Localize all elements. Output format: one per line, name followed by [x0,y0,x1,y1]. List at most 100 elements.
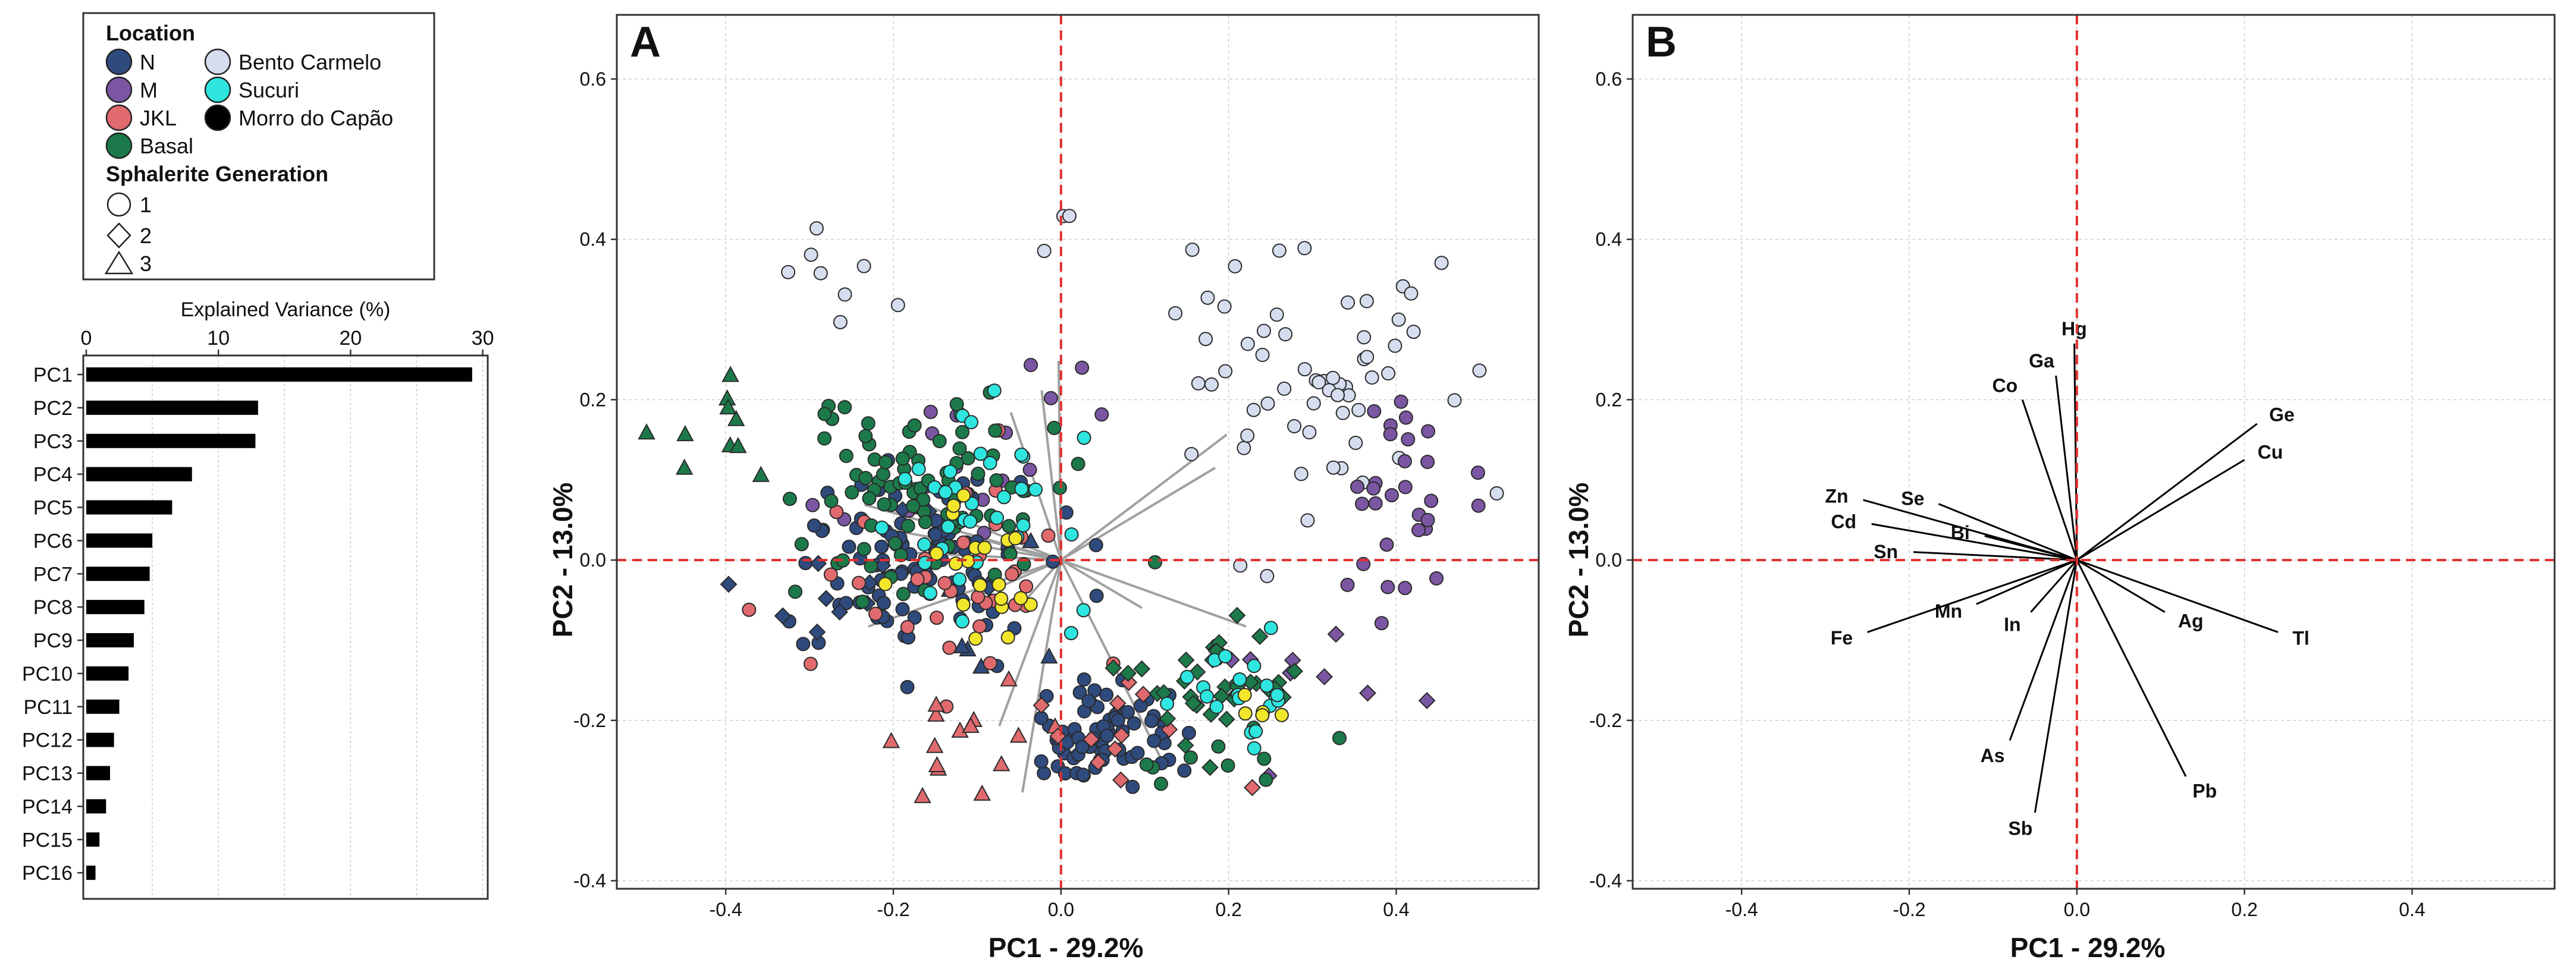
point-n-gen1 [798,556,813,571]
loading-label-ge: Ge [2269,404,2295,426]
point-jkl-gen3 [914,786,931,803]
bar-category-label: PC9 [33,630,73,652]
point-bento-carmelo-gen1 [1062,209,1077,224]
loading-label-tl: Tl [2292,628,2309,649]
point-n-gen1 [907,610,922,625]
point-n-gen3 [953,637,971,653]
point-jkl-gen3 [993,755,1011,772]
point-m-gen1 [1420,512,1435,527]
point-m-gen1 [1394,394,1408,409]
point-basal-gen2 [1159,710,1176,728]
point-bento-carmelo-gen1 [1272,243,1287,258]
x-tick-label: 0.4 [2399,899,2425,920]
panel-a-ylabel: PC2 - 13.0% [547,483,578,638]
point-morro-do-cap-o-gen1 [1255,708,1270,723]
y-tick-label: 0.6 [580,68,606,90]
bar-pc4 [86,467,192,482]
loading-vector-cu [2076,459,2245,561]
point-bento-carmelo-gen1 [1277,381,1292,396]
point-sucuri-gen1 [963,514,978,529]
point-jkl-gen1 [1019,579,1034,594]
x-tick-label: 0.4 [1383,899,1409,920]
point-basal-gen1 [876,467,891,482]
x-tick-label: 0.2 [1215,899,1241,920]
point-n-gen1 [895,602,910,616]
point-sucuri-gen1 [1160,696,1175,711]
point-jkl-gen2 [1109,694,1127,712]
point-n-gen1 [1037,766,1052,781]
point-bento-carmelo-gen1 [1217,299,1232,314]
point-basal-gen1 [916,492,931,507]
point-bento-carmelo-gen1 [1184,446,1199,461]
point-bento-carmelo-gen1 [1037,244,1052,259]
point-basal-gen1 [971,467,986,482]
point-n-gen2 [874,556,892,574]
bar-category-label: PC8 [33,596,73,619]
point-m-gen1 [1379,537,1394,552]
point-basal-gen3 [727,410,745,426]
legend-item-n: N [105,48,155,75]
bar-x-tick-label: 0 [81,327,92,350]
point-basal-gen1 [858,471,873,486]
point-basal-gen1 [877,497,892,512]
point-sucuri-gen1 [1028,482,1043,497]
point-bento-carmelo-gen1 [1434,256,1449,270]
loading-label-as: As [1980,745,2004,766]
point-n-gen2 [809,555,827,572]
point-m-gen1 [1043,391,1058,405]
bar-category-label: PC7 [33,563,73,586]
point-jkl-gen2 [1033,696,1050,714]
point-morro-do-cap-o-gen1 [968,631,983,646]
point-m-gen1 [1367,404,1382,419]
point-morro-do-cap-o-gen1 [1023,597,1038,612]
loading-label-ga: Ga [2029,350,2054,372]
point-basal-gen3 [676,425,694,442]
point-n-gen1 [1081,694,1096,709]
point-n-gen1 [1181,725,1196,740]
panel-b-xlabel: PC1 - 29.2% [2010,932,2166,963]
point-jkl-gen3 [962,716,980,733]
point-sucuri-gen1 [1232,672,1247,687]
legend-label-gen-2: 2 [140,224,152,248]
point-basal-gen1 [1071,457,1085,471]
point-basal-gen2 [1119,665,1137,682]
point-bento-carmelo-gen1 [1168,306,1183,321]
point-m-gen1 [1368,496,1383,511]
point-basal-gen1 [1332,731,1347,745]
point-bento-carmelo-gen1 [1198,332,1213,347]
bar-pc1 [86,367,472,382]
panel-label-b: B [1646,18,1677,66]
point-morro-do-cap-o-gen1 [1008,531,1023,546]
point-jkl-gen3 [927,705,945,722]
loading-label-sb: Sb [2008,818,2032,839]
point-basal-gen1 [988,423,1003,438]
point-basal-gen1 [907,418,922,433]
point-basal-gen1 [893,548,908,562]
bar-chart-title: Explained Variance (%) [181,298,391,321]
point-bento-carmelo-gen1 [1204,377,1219,392]
point-n-gen1 [876,596,891,611]
x-tick-label: -0.2 [1893,899,1925,920]
legend-item-basal: Basal [105,132,193,159]
loading-vector-as [998,559,1062,726]
point-n-gen1 [1130,745,1145,760]
point-n-gen1 [1133,699,1148,713]
legend-frame [82,12,435,281]
point-sucuri-gen1 [996,490,1011,505]
point-sucuri-gen1 [923,586,937,600]
y-tick-label: 0.4 [1596,229,1622,250]
point-jkl-gen1 [823,567,838,582]
point-sucuri-gen1 [917,556,932,571]
point-jkl-gen2 [1134,685,1152,703]
point-morro-do-cap-o-gen1 [1238,706,1253,721]
loading-vector-bi [975,536,1062,561]
point-basal-gen3 [752,465,770,482]
loading-label-pb: Pb [2192,781,2217,802]
point-bento-carmelo-gen1 [890,298,905,313]
point-m-gen1 [1398,410,1413,425]
point-morro-do-cap-o-gen1 [1014,591,1028,606]
point-bento-carmelo-gen1 [1360,350,1375,364]
bar-category-label: PC10 [22,663,73,685]
point-sucuri-gen1 [1200,689,1215,704]
legend-item-gen-2: 2 [106,222,152,248]
